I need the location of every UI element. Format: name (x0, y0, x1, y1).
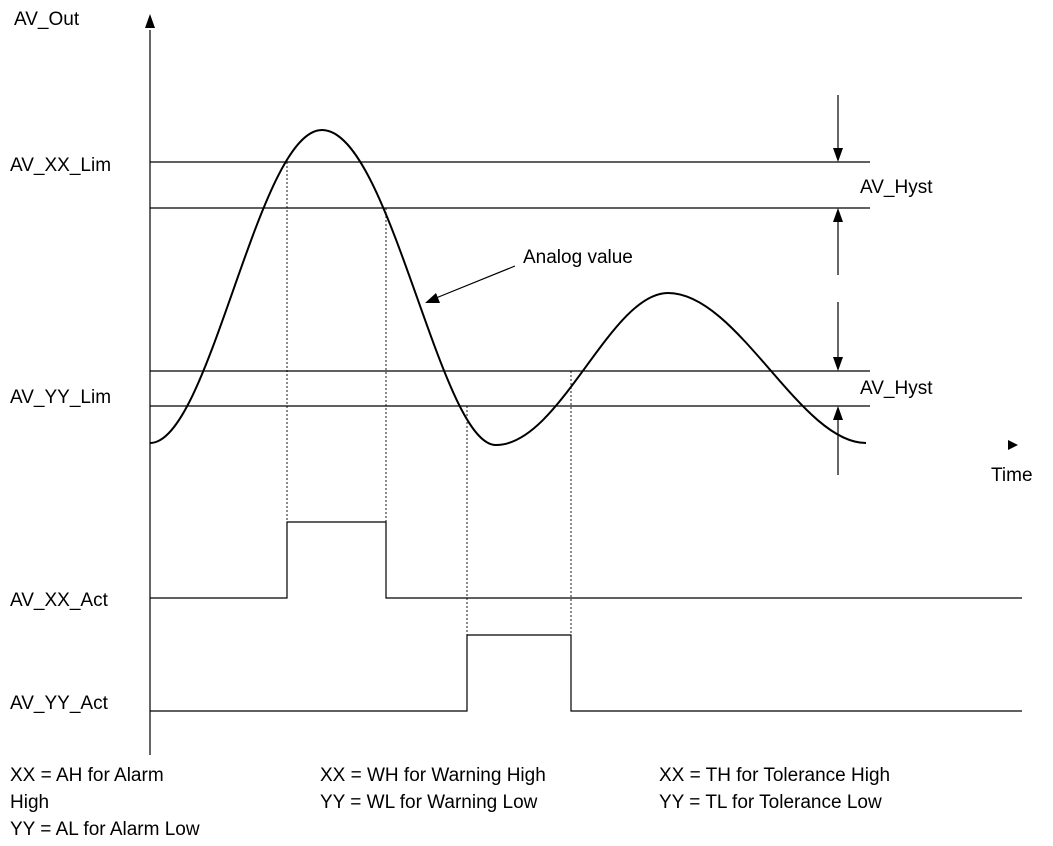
analog-value-curve (149, 128, 867, 447)
xx-limit-label: AV_XX_Lim (10, 155, 111, 176)
yy-limit-label: AV_YY_Lim (10, 387, 111, 408)
upper-hyst-label: AV_Hyst (860, 177, 933, 198)
legend-line: XX = TH for Tolerance High (659, 765, 891, 786)
legend-line: YY = WL for Warning Low (320, 792, 538, 813)
lower-hyst-top-arrowhead (833, 357, 843, 371)
analog-value-pointer-arrowhead (425, 293, 440, 303)
legend-line: XX = AH for Alarm (10, 765, 164, 786)
yy-act-label: AV_YY_Act (10, 693, 109, 714)
time-axis-label: Time (991, 465, 1033, 486)
legend-column-2: XX = WH for Warning High YY = WL for War… (320, 762, 546, 816)
legend-line: XX = WH for Warning High (320, 765, 546, 786)
y-axis-arrowhead (145, 14, 155, 28)
legend-line: High (10, 792, 50, 813)
upper-hyst-bottom-arrowhead (833, 208, 843, 222)
y-axis-label: AV_Out (14, 9, 80, 30)
time-axis-arrowhead (1008, 440, 1018, 450)
legend-line: YY = TL for Tolerance Low (659, 792, 882, 813)
analog-value-pointer (435, 265, 516, 299)
legend-column-1: XX = AH for Alarm High YY = AL for Alarm… (10, 762, 200, 843)
analog-value-label: Analog value (523, 247, 633, 268)
yy-act-signal (150, 634, 1022, 712)
xx-act-signal (150, 521, 1022, 599)
upper-hyst-top-arrowhead (833, 148, 843, 162)
lower-hyst-bottom-arrowhead (833, 406, 843, 420)
xx-act-label: AV_XX_Act (10, 590, 109, 611)
legend-line: YY = AL for Alarm Low (10, 819, 200, 840)
lower-hyst-label: AV_Hyst (860, 378, 933, 399)
legend-column-3: XX = TH for Tolerance High YY = TL for T… (659, 762, 890, 816)
